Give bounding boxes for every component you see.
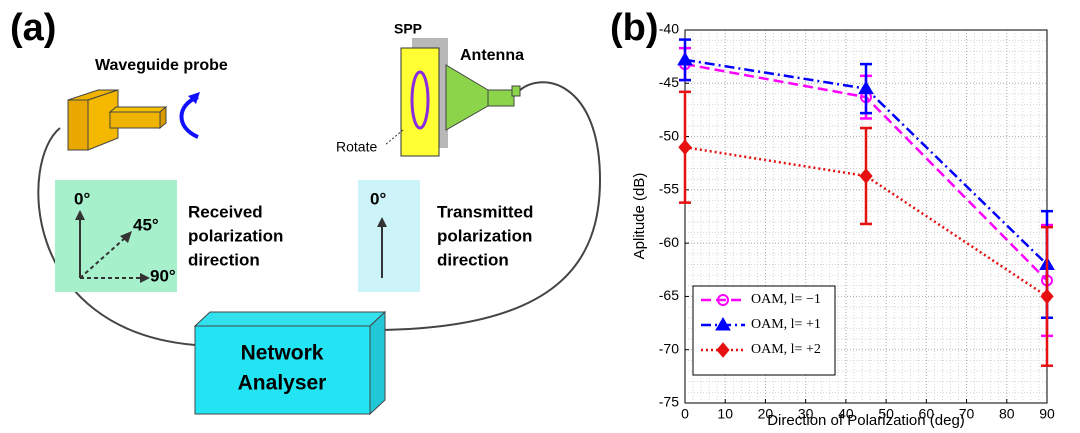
- y-tick-label: -45: [659, 74, 679, 90]
- legend-label: OAM, l= −1: [751, 292, 821, 307]
- analyser-side: [370, 312, 385, 414]
- y-tick-label: -70: [659, 340, 679, 356]
- x-tick-label: 60: [919, 406, 935, 422]
- y-tick-label: -75: [659, 394, 679, 410]
- y-tick-label: -40: [659, 21, 679, 37]
- analyser-label: Analyser: [238, 372, 327, 395]
- angle: 0°: [370, 189, 386, 208]
- figure: (a) Waveguide probe SPP Rotate Antenna 0…: [0, 0, 1080, 433]
- x-tick-label: 90: [1039, 406, 1055, 422]
- label: Rotate: [336, 139, 377, 155]
- probe-front: [68, 100, 88, 150]
- y-tick-label: -55: [659, 181, 679, 197]
- label: Waveguide probe: [95, 57, 228, 74]
- legend-label: OAM, l= +2: [751, 342, 821, 357]
- panel-label: (b): [610, 7, 659, 49]
- rotate-pointer: [385, 130, 403, 145]
- label: SPP: [394, 21, 422, 37]
- x-tick-label: 50: [878, 406, 894, 422]
- caption: polarization: [437, 226, 532, 245]
- legend-label: OAM, l= +1: [751, 317, 821, 332]
- analyser-label: Network: [241, 342, 324, 365]
- spp: [401, 48, 439, 156]
- angle: 0°: [74, 189, 90, 208]
- x-tick-label: 80: [999, 406, 1015, 422]
- antenna-connector: [512, 86, 520, 96]
- y-tick-label: -50: [659, 127, 679, 143]
- page: (a) Waveguide probe SPP Rotate Antenna 0…: [0, 0, 1080, 433]
- antenna-horn: [446, 65, 488, 130]
- panel-a: (a) Waveguide probe SPP Rotate Antenna 0…: [10, 7, 600, 414]
- y-tick-label: -65: [659, 287, 679, 303]
- panel-b: (b) Direction of Polarization (deg) Apli…: [610, 7, 1055, 429]
- x-tick-label: 20: [758, 406, 774, 422]
- caption: direction: [437, 250, 509, 269]
- probe-rod: [110, 112, 160, 128]
- panel-label: (a): [10, 7, 56, 49]
- x-tick-label: 70: [959, 406, 975, 422]
- x-tick-label: 40: [838, 406, 854, 422]
- x-axis-label: Direction of Polarization (deg): [767, 412, 965, 429]
- label: Antenna: [460, 47, 524, 64]
- analyser-top: [195, 312, 385, 326]
- x-tick-label: 30: [798, 406, 814, 422]
- x-tick-label: 10: [717, 406, 733, 422]
- analyser-front: [195, 326, 370, 414]
- x-tick-label: 0: [681, 406, 689, 422]
- caption: polarization: [188, 226, 283, 245]
- y-axis-label: Aplitude (dB): [631, 173, 648, 260]
- angle: 45°: [133, 215, 159, 234]
- caption: direction: [188, 250, 260, 269]
- caption: Transmitted: [437, 202, 533, 221]
- caption: Received: [188, 202, 263, 221]
- transmitted-box: [358, 180, 420, 292]
- probe-rod: [110, 107, 166, 112]
- angle: 90°: [150, 266, 176, 285]
- antenna-neck: [488, 90, 514, 106]
- y-tick-label: -60: [659, 234, 679, 250]
